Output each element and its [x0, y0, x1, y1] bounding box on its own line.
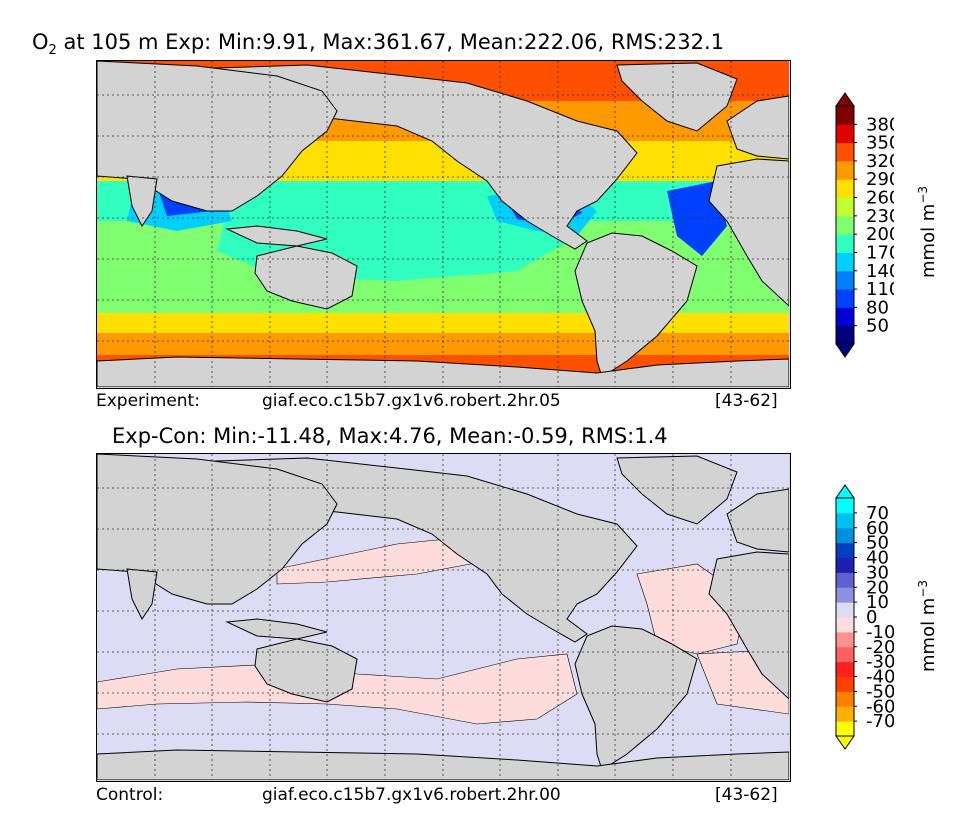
bottom-cbar-tick-label: -50	[866, 681, 894, 702]
bottom-cbar-swatch	[836, 527, 854, 544]
bottom-cbar-tick-label: -60	[866, 696, 894, 717]
bottom-cbar-tick-label: 30	[866, 562, 889, 583]
top-cbar-tick-label: 140	[866, 261, 894, 282]
bottom-cbar-swatch	[836, 572, 854, 588]
top-land-south-america	[574, 232, 698, 378]
top-colorbar-svg: 3803503202902602302001701401108050	[835, 92, 900, 358]
bottom-cbar-swatch	[836, 691, 854, 707]
top-land-europe-asia-east	[726, 95, 789, 160]
top-cbar-swatch	[836, 142, 854, 162]
bottom-colorbar-label: mmol m−3	[916, 579, 939, 672]
top-cbar-swatch	[836, 160, 854, 180]
top-land-australia	[254, 245, 358, 310]
bottom-cbar-swatch	[836, 721, 854, 737]
bottom-cbar-tick-label: -70	[866, 711, 894, 732]
bottom-cbar-swatch	[836, 512, 854, 529]
bottom-cbar-swatch	[836, 617, 854, 633]
bottom-land-europe-asia-east	[726, 488, 789, 553]
top-map-svg	[97, 61, 789, 387]
top-land-indonesia	[225, 225, 328, 247]
top-cbar-swatch	[836, 197, 854, 217]
top-cbar-tick-label: 290	[866, 169, 894, 190]
top-cbar-tick-label: 380	[866, 114, 894, 135]
bottom-map	[96, 453, 791, 782]
top-cbar-swatch	[836, 270, 854, 290]
bottom-cbar-tick-label: 0	[866, 607, 877, 628]
bottom-cbar-tick-label: -40	[866, 667, 894, 688]
bottom-cbar-tick-label: 20	[866, 577, 889, 598]
top-cbar-tick-label: 230	[866, 206, 894, 227]
title-o-symbol: O	[32, 30, 49, 54]
top-colorbar: 3803503202902602302001701401108050	[834, 92, 900, 362]
top-cbar-swatch	[836, 252, 854, 272]
bottom-cbar-swatch	[836, 602, 854, 618]
top-land-india	[126, 175, 158, 227]
bottom-land-australia	[254, 638, 358, 703]
top-cbar-extend-min	[835, 343, 855, 358]
bottom-cbar-tick-label: 10	[866, 592, 889, 613]
bottom-cbar-tick-label: 60	[866, 518, 889, 539]
title-text: at 105 m Exp: Min:9.91, Max:361.67, Mean…	[56, 30, 725, 54]
bottom-land-indonesia	[225, 618, 328, 640]
top-cbar-tick-label: 260	[866, 188, 894, 209]
bottom-cbar-swatch	[836, 676, 854, 692]
top-cbar-tick-label: 200	[866, 224, 894, 245]
bottom-cbar-swatch	[836, 557, 854, 573]
top-cbar-outline	[835, 105, 855, 345]
top-cbar-tick-label: 320	[866, 151, 894, 172]
top-cbar-swatch	[836, 124, 854, 144]
bottom-chart-title: Exp-Con: Min:-11.48, Max:4.76, Mean:-0.5…	[112, 424, 668, 448]
bottom-caption-right: [43-62]	[715, 785, 778, 805]
bottom-cbar-swatch	[836, 706, 854, 722]
bottom-positive-north-pacific	[276, 533, 498, 585]
top-cbar-extend-max	[835, 92, 855, 107]
bottom-land-africa	[708, 551, 789, 700]
bottom-cbar-tick-label: 40	[866, 548, 889, 569]
bottom-cbar-swatch	[836, 498, 854, 514]
top-caption-left: Experiment:	[96, 391, 200, 411]
bottom-cbar-swatch	[836, 542, 854, 558]
top-chart-title: O2 at 105 m Exp: Min:9.91, Max:361.67, M…	[32, 30, 724, 58]
bottom-land-greenland	[616, 455, 738, 525]
bottom-cbar-extend-max	[835, 484, 855, 499]
bottom-land-north-america	[97, 457, 638, 643]
top-land-greenland	[616, 62, 738, 132]
top-cbar-swatch	[836, 307, 854, 327]
bottom-cbar-tick-label: 70	[866, 503, 889, 524]
top-cbar-swatch	[836, 234, 854, 253]
top-cbar-swatch	[836, 106, 854, 125]
top-cbar-tick-label: 170	[866, 242, 894, 263]
title-subscript: 2	[48, 43, 57, 59]
bottom-cbar-tick-label: 50	[866, 533, 889, 554]
bottom-cbar-swatch	[836, 587, 854, 603]
top-cbar-tick-label: 350	[866, 133, 894, 154]
bottom-map-svg	[97, 454, 789, 780]
bottom-colorbar: 70 60 50 40 30 20 10 0 -10 -20 -30 -40 -50 -60 -70	[834, 484, 895, 754]
top-cbar-swatch	[836, 289, 854, 308]
bottom-cbar-swatch	[836, 631, 854, 648]
bottom-cbar-swatch	[836, 646, 854, 663]
top-cbar-swatch	[836, 179, 854, 199]
bottom-land-south-america	[574, 625, 698, 771]
top-cbar-tick-label: 110	[866, 279, 894, 300]
bottom-cbar-swatch	[836, 661, 854, 677]
top-map	[96, 60, 791, 389]
top-land-north-america	[97, 64, 638, 250]
top-cbar-tick-label: 50	[866, 316, 889, 337]
top-cbar-swatch	[836, 325, 854, 345]
bottom-land-india	[126, 568, 158, 620]
bottom-caption-left: Control:	[96, 785, 164, 805]
bottom-cbar-tick-label: -20	[866, 637, 894, 658]
top-colorbar-label: mmol m−3	[916, 185, 939, 278]
top-cbar-tick-label: 80	[866, 297, 889, 318]
bottom-caption-mid: giaf.eco.c15b7.gx1v6.robert.2hr.00	[262, 785, 561, 805]
top-caption-mid: giaf.eco.c15b7.gx1v6.robert.2hr.05	[262, 391, 561, 411]
bottom-cbar-tick-label: -30	[866, 652, 894, 673]
bottom-cbar-tick-label: -10	[866, 622, 894, 643]
bottom-cbar-extend-min	[835, 735, 855, 750]
top-caption-right: [43-62]	[715, 391, 778, 411]
top-cbar-swatch	[836, 215, 854, 235]
top-land-africa	[708, 158, 789, 307]
